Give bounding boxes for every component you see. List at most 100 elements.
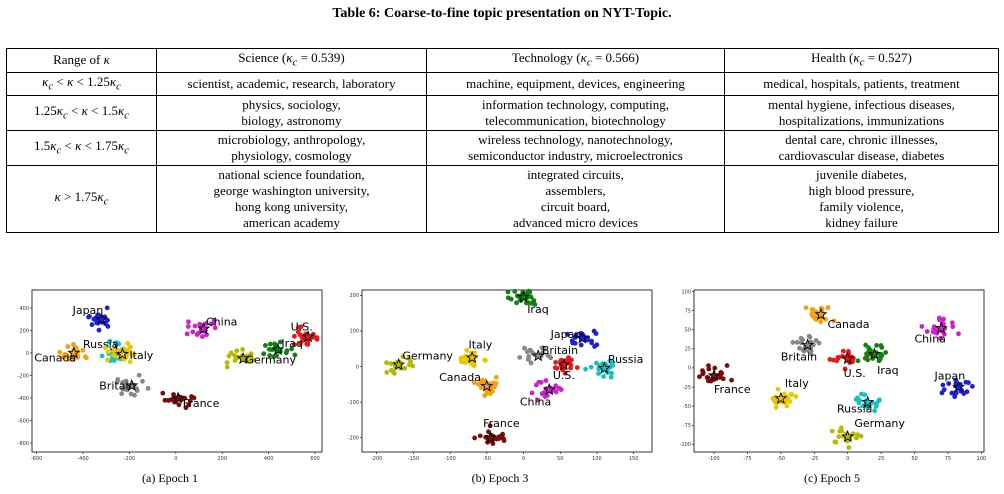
data-point (115, 377, 121, 382)
cluster-france: France (160, 390, 220, 411)
data-point (314, 336, 320, 342)
y-tick-label: 0 (688, 366, 691, 372)
cluster-japan: Japan (934, 369, 975, 400)
x-tick-label: 50 (911, 456, 917, 462)
topic-line: microbiology, anthropology, (217, 132, 366, 148)
data-point (304, 341, 310, 347)
table-row: κc < κ < 1.25κc scientist, academic, rese… (6, 71, 999, 97)
data-point (83, 355, 89, 361)
centroid-star-icon (814, 307, 828, 320)
data-point (127, 359, 133, 365)
y-tick-label: 100 (349, 329, 359, 335)
data-point (825, 305, 831, 310)
cluster-label: U.S. (844, 367, 866, 380)
data-point (384, 370, 390, 375)
figure-epoch-3: -200 -150 -100 -50 0 50 100 150 -200 -100 0 100 200 I… (340, 282, 660, 494)
cluster-label: Italy (129, 349, 153, 362)
data-point (784, 403, 790, 409)
data-point (840, 348, 846, 354)
y-tick-label: 200 (349, 293, 359, 299)
data-point (131, 351, 137, 357)
centroid-star-icon (707, 368, 721, 382)
data-point (803, 305, 809, 311)
health-cell: dental care, chronic illnesses, cardiovas… (724, 130, 999, 167)
data-point (931, 324, 937, 330)
data-point (938, 335, 943, 341)
centroid-star-icon (465, 350, 479, 364)
topic-line: juvenile diabetes, (816, 167, 907, 183)
cluster-label: Canada (439, 371, 481, 384)
table-header-row: Range of κ Science (κc = 0.539) Technolo… (6, 48, 999, 73)
data-point (291, 342, 297, 348)
data-point (224, 364, 230, 370)
data-point (192, 323, 198, 329)
data-point (487, 391, 493, 397)
data-point (562, 370, 568, 376)
centroid-star-icon (271, 342, 285, 356)
topic-line: assemblers, (545, 183, 606, 199)
health-cell: medical, hospitals, patients, treatment (724, 71, 999, 97)
y-tick-label: 25 (685, 347, 691, 353)
cluster-germany: Germany (384, 349, 453, 376)
data-point (950, 324, 956, 330)
y-tick-label: 400 (19, 306, 29, 312)
data-point (107, 338, 113, 344)
data-point (187, 398, 193, 404)
range-cell: κ > 1.75κc (6, 165, 157, 234)
centroid-star-icon (801, 338, 815, 351)
topic-line: family violence, (819, 199, 904, 215)
data-point (770, 396, 776, 401)
cluster-label: Iraq (877, 364, 899, 377)
data-point (211, 320, 217, 326)
data-point (203, 321, 209, 326)
x-tick-label: -150 (408, 456, 419, 462)
figure-caption: (a) Epoch 1 (142, 471, 198, 485)
centroid-star-icon (597, 361, 611, 374)
data-point (120, 386, 126, 392)
cluster-iraq: Iraq (261, 337, 303, 359)
data-point (475, 381, 481, 387)
data-point (807, 334, 813, 340)
data-point (472, 350, 477, 356)
data-point (459, 355, 465, 361)
cluster-china: China (520, 378, 564, 409)
topic-line: integrated circuits, (527, 167, 624, 183)
data-point (919, 324, 925, 329)
centroid-star-icon (531, 349, 545, 362)
centroid-star-icon (934, 321, 948, 334)
data-point (160, 390, 166, 396)
data-point (800, 337, 806, 343)
cluster-iraq: Iraq (505, 288, 549, 316)
data-point (924, 329, 930, 334)
data-point (410, 363, 416, 369)
data-point (162, 397, 168, 403)
x-tick-label: -100 (708, 456, 719, 462)
data-point (116, 348, 122, 353)
data-point (212, 325, 218, 331)
data-point (185, 324, 191, 329)
centroid-star-icon (867, 347, 881, 360)
data-point (111, 358, 117, 363)
data-point (65, 344, 71, 349)
cluster-label: Japan (934, 369, 966, 382)
header-science: Science (κc = 0.539) (156, 48, 427, 73)
data-point (120, 380, 125, 386)
data-point (408, 359, 414, 364)
data-point (859, 391, 864, 397)
y-tick-label: -200 (18, 373, 29, 379)
data-point (501, 438, 507, 443)
data-point (700, 371, 706, 377)
data-point (842, 366, 848, 372)
data-point (512, 289, 518, 294)
data-point (274, 353, 279, 358)
data-point (937, 317, 942, 323)
data-point (589, 340, 595, 346)
data-point (123, 378, 129, 384)
cluster-label: Italy (468, 339, 492, 352)
x-tick-label: -100 (444, 456, 455, 462)
x-tick-label: 0 (846, 456, 849, 462)
data-point (608, 374, 614, 380)
y-tick-label: 100 (681, 289, 691, 295)
data-point (775, 386, 781, 392)
figure-epoch-1: -600 -400 -200 0 200 400 600 -800 -600 -400 -200 0 2… (10, 282, 330, 494)
